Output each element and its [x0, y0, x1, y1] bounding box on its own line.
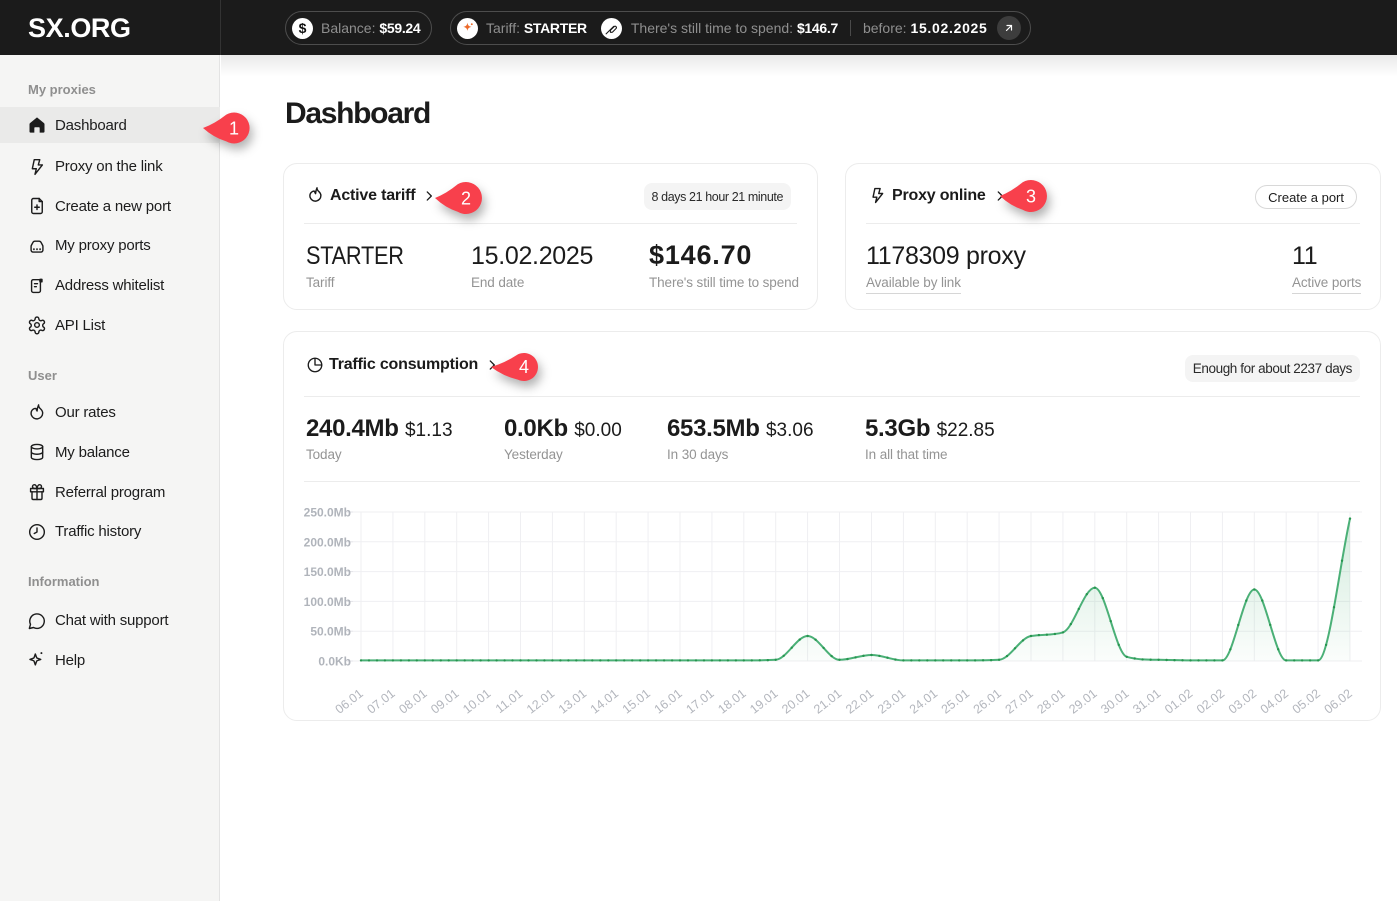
svg-text:1: 1: [229, 118, 239, 138]
svg-text:02.02: 02.02: [1194, 686, 1227, 716]
svg-text:21.01: 21.01: [811, 686, 844, 716]
svg-text:18.01: 18.01: [715, 686, 748, 716]
svg-text:08.01: 08.01: [396, 686, 429, 716]
svg-text:2: 2: [461, 188, 471, 208]
svg-text:03.02: 03.02: [1226, 686, 1259, 716]
svg-text:4: 4: [519, 357, 529, 377]
svg-text:09.01: 09.01: [428, 686, 461, 716]
svg-text:16.01: 16.01: [652, 686, 685, 716]
svg-text:30.01: 30.01: [1098, 686, 1131, 716]
svg-text:12.01: 12.01: [524, 686, 557, 716]
svg-text:250.0Mb: 250.0Mb: [304, 506, 351, 520]
svg-text:100.0Mb: 100.0Mb: [304, 595, 351, 609]
svg-text:04.02: 04.02: [1258, 686, 1291, 716]
svg-text:25.01: 25.01: [939, 686, 972, 716]
svg-text:27.01: 27.01: [1003, 686, 1036, 716]
svg-text:150.0Mb: 150.0Mb: [304, 565, 351, 579]
svg-text:28.01: 28.01: [1034, 686, 1067, 716]
svg-text:23.01: 23.01: [875, 686, 908, 716]
svg-text:24.01: 24.01: [907, 686, 940, 716]
svg-text:200.0Mb: 200.0Mb: [304, 535, 351, 549]
svg-text:01.02: 01.02: [1162, 686, 1195, 716]
svg-text:06.01: 06.01: [333, 686, 366, 716]
svg-text:19.01: 19.01: [747, 686, 780, 716]
svg-text:3: 3: [1026, 186, 1036, 206]
svg-text:06.02: 06.02: [1322, 686, 1355, 716]
svg-text:14.01: 14.01: [588, 686, 621, 716]
svg-text:29.01: 29.01: [1066, 686, 1099, 716]
svg-text:31.01: 31.01: [1130, 686, 1163, 716]
svg-text:50.0Mb: 50.0Mb: [310, 625, 351, 639]
svg-text:20.01: 20.01: [779, 686, 812, 716]
svg-text:15.01: 15.01: [620, 686, 653, 716]
svg-text:0.0Kb: 0.0Kb: [318, 655, 351, 669]
svg-text:13.01: 13.01: [556, 686, 589, 716]
svg-text:05.02: 05.02: [1290, 686, 1323, 716]
svg-text:11.01: 11.01: [493, 686, 526, 716]
svg-text:10.01: 10.01: [460, 686, 493, 716]
svg-text:17.01: 17.01: [683, 686, 716, 716]
svg-text:22.01: 22.01: [843, 686, 876, 716]
svg-text:26.01: 26.01: [971, 686, 1004, 716]
svg-text:07.01: 07.01: [364, 686, 397, 716]
